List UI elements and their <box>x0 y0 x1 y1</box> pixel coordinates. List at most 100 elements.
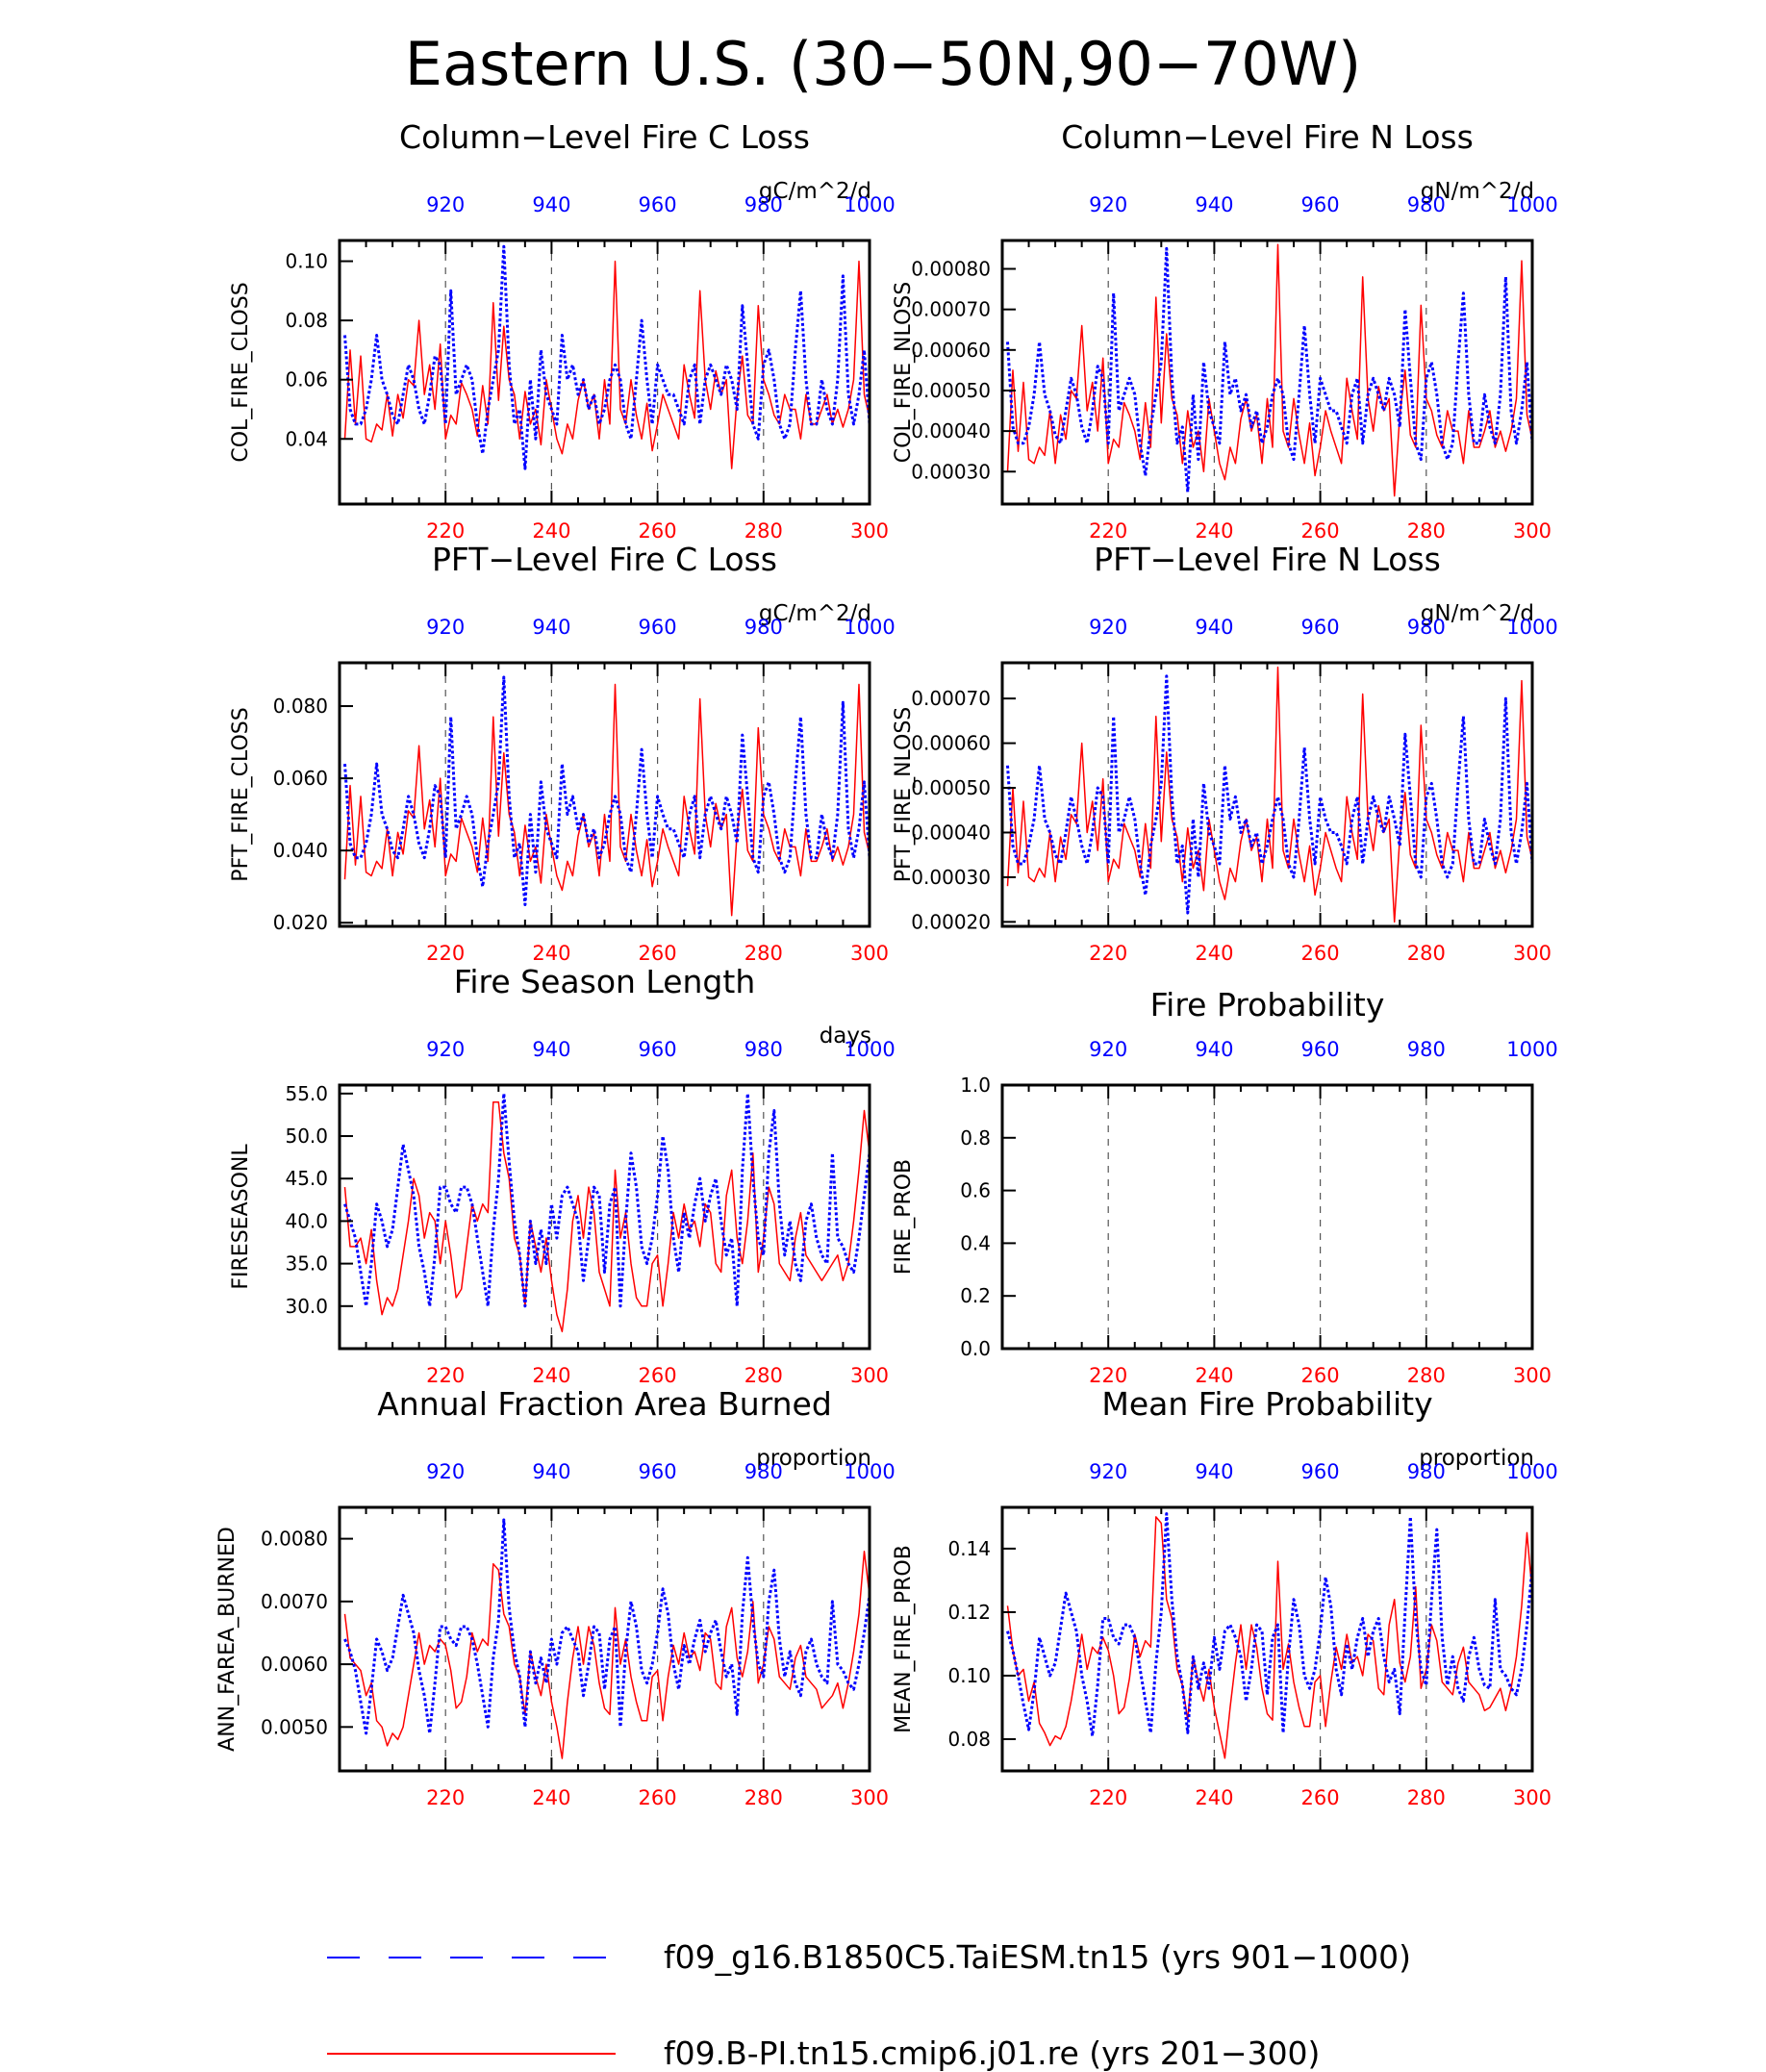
y-tick-label: 0.00060 <box>911 732 991 755</box>
x-tick-label-bottom: 260 <box>639 519 677 543</box>
y-axis-label: FIRESEASONL <box>229 1144 253 1290</box>
x-tick-label-bottom: 240 <box>532 519 570 543</box>
units-label: gC/m^2/d <box>759 179 871 204</box>
panel-title: Column−Level Fire N Loss <box>1061 118 1474 156</box>
y-axis-label: ANN_FAREA_BURNED <box>215 1527 240 1752</box>
x-tick-label-bottom: 240 <box>532 942 570 965</box>
x-tick-label-bottom: 280 <box>744 519 783 543</box>
y-axis-label: PFT_FIRE_CLOSS <box>229 707 253 881</box>
y-tick-label: 0.00040 <box>911 419 991 442</box>
x-tick-label-bottom: 220 <box>426 1364 465 1387</box>
x-tick-label-top: 920 <box>426 1038 465 1061</box>
panel-title: Annual Fraction Area Burned <box>377 1385 832 1423</box>
y-tick-label: 0.12 <box>947 1601 991 1624</box>
y-tick-label: 30.0 <box>285 1295 328 1318</box>
x-tick-label-bottom: 260 <box>1301 942 1340 965</box>
series-line-cmip6 <box>1006 1516 1532 1759</box>
x-tick-label-bottom: 300 <box>850 1786 889 1809</box>
y-axis-label: MEAN_FIRE_PROB <box>892 1545 916 1733</box>
x-tick-label-bottom: 220 <box>426 1786 465 1809</box>
series-line-taiesm <box>1006 1512 1532 1738</box>
series-line-cmip6 <box>343 1100 870 1333</box>
x-tick-label-top: 1000 <box>1506 1038 1557 1061</box>
x-tick-label-bottom: 280 <box>1407 519 1446 543</box>
y-axis-label: PFT_FIRE_NLOSS <box>892 707 916 882</box>
y-axis-label: FIRE_PROB <box>892 1159 916 1275</box>
x-tick-label-bottom: 260 <box>1301 1786 1340 1809</box>
y-tick-label: 0.00040 <box>911 821 991 844</box>
x-tick-label-top: 960 <box>639 1460 677 1483</box>
y-tick-label: 0.0050 <box>261 1715 328 1738</box>
y-tick-label: 0.04 <box>285 427 328 450</box>
x-tick-label-bottom: 300 <box>1513 1786 1552 1809</box>
panel-ann-farea-burned: Annual Fraction Area Burned proportion 0.0… <box>215 1385 896 1809</box>
x-tick-label-top: 980 <box>744 1038 783 1061</box>
x-tick-label-bottom: 220 <box>1089 1364 1127 1387</box>
y-tick-label: 0.2 <box>960 1284 991 1307</box>
y-tick-label: 45.0 <box>285 1167 328 1190</box>
series-line-taiesm <box>343 675 870 906</box>
x-tick-label-top: 1000 <box>844 616 895 639</box>
x-tick-label-top: 920 <box>1089 1460 1127 1483</box>
legend-label-taiesm: f09_g16.B1850C5.TaiESM.tn15 (yrs 901−100… <box>664 1938 1411 1976</box>
units-label: days <box>820 1023 871 1049</box>
x-tick-label-bottom: 300 <box>1513 519 1552 543</box>
panel-col-fire-closs: Column−Level Fire C Loss gC/m^2/d 0.04 0.06… <box>229 118 896 543</box>
x-tick-label-bottom: 240 <box>532 1786 570 1809</box>
x-tick-label-top: 1000 <box>844 193 895 216</box>
y-tick-label: 0.00080 <box>911 258 991 281</box>
x-tick-label-bottom: 220 <box>426 942 465 965</box>
plot-frame <box>1000 1083 1534 1351</box>
x-tick-label-bottom: 240 <box>1195 942 1233 965</box>
panel-mean-fire-prob: Mean Fire Probability proportion 0.08 0.10 0… <box>892 1385 1558 1809</box>
units-label: proportion <box>1419 1446 1534 1471</box>
y-tick-label: 0.0060 <box>261 1653 328 1676</box>
x-tick-label-top: 960 <box>1301 1460 1340 1483</box>
x-tick-label-top: 1000 <box>844 1038 895 1061</box>
plot-frame <box>338 1083 871 1351</box>
y-tick-label: 50.0 <box>285 1124 328 1148</box>
x-tick-label-top: 940 <box>532 616 570 639</box>
y-axis-label: COL_FIRE_CLOSS <box>229 282 253 462</box>
panel-title: Column−Level Fire C Loss <box>399 118 810 156</box>
panel-col-fire-nloss: Column−Level Fire N Loss gN/m^2/d 0.00030 0… <box>892 118 1558 543</box>
y-tick-label: 0.0 <box>960 1337 991 1360</box>
x-tick-label-bottom: 300 <box>850 1364 889 1387</box>
series-line-taiesm <box>1006 674 1532 915</box>
x-tick-label-top: 940 <box>1195 1460 1233 1483</box>
x-tick-label-top: 980 <box>1407 1038 1446 1061</box>
x-tick-label-top: 920 <box>426 193 465 216</box>
y-tick-label: 0.00060 <box>911 339 991 362</box>
x-tick-label-top: 980 <box>744 1460 783 1483</box>
y-tick-label: 0.00050 <box>911 776 991 799</box>
y-tick-label: 0.00030 <box>911 460 991 483</box>
panel-title: Fire Probability <box>1150 986 1385 1023</box>
y-tick-label: 0.00070 <box>911 298 991 321</box>
x-tick-label-bottom: 300 <box>1513 1364 1552 1387</box>
x-tick-label-bottom: 260 <box>639 1364 677 1387</box>
x-tick-label-bottom: 220 <box>1089 942 1127 965</box>
x-tick-label-top: 960 <box>639 616 677 639</box>
x-tick-label-bottom: 280 <box>1407 1364 1446 1387</box>
x-tick-label-bottom: 300 <box>850 942 889 965</box>
x-tick-label-bottom: 280 <box>1407 1786 1446 1809</box>
x-tick-label-bottom: 240 <box>1195 519 1233 543</box>
panel-title: PFT−Level Fire N Loss <box>1094 541 1441 578</box>
y-tick-label: 0.00030 <box>911 866 991 889</box>
x-tick-label-top: 980 <box>744 616 783 639</box>
x-tick-label-top: 920 <box>1089 1038 1127 1061</box>
x-tick-label-top: 960 <box>1301 616 1340 639</box>
figure-title: Eastern U.S. (30−50N,90−70W) <box>405 29 1361 99</box>
y-tick-label: 0.080 <box>273 695 328 718</box>
x-tick-label-top: 920 <box>1089 193 1127 216</box>
plot-frame <box>1000 239 1534 506</box>
y-tick-label: 0.8 <box>960 1126 991 1150</box>
x-tick-label-top: 980 <box>744 193 783 216</box>
series-line-taiesm <box>343 244 870 470</box>
y-tick-label: 1.0 <box>960 1074 991 1097</box>
y-tick-label: 0.10 <box>947 1664 991 1687</box>
plot-frame <box>338 661 871 928</box>
x-tick-label-top: 960 <box>639 1038 677 1061</box>
x-tick-label-bottom: 280 <box>1407 942 1446 965</box>
x-tick-label-bottom: 260 <box>639 942 677 965</box>
